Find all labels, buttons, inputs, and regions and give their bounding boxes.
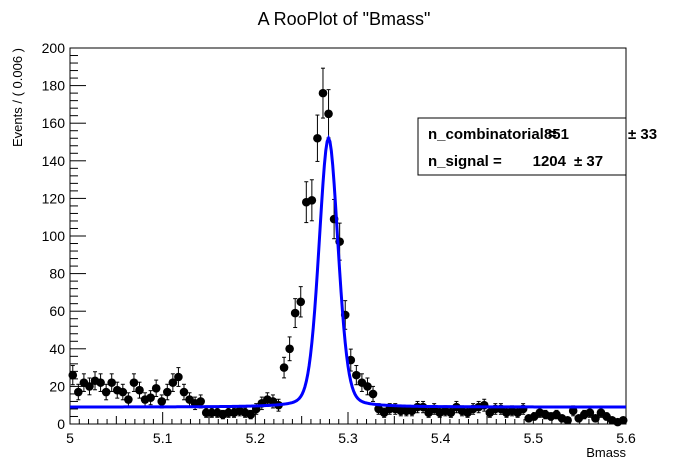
- data-point: [324, 109, 333, 119]
- data-point: [124, 395, 133, 404]
- x-tick-label: 5.3: [338, 430, 358, 446]
- data-point: [352, 370, 361, 380]
- data-point: [585, 408, 595, 418]
- legend-value-signal: 1204: [533, 153, 567, 170]
- data-point: [85, 382, 94, 391]
- legend-label-combinatorial: n_combinatorial =: [428, 126, 557, 143]
- data-point: [179, 387, 189, 397]
- y-tick-label: 180: [42, 78, 66, 94]
- y-tick-label: 40: [49, 341, 65, 357]
- y-tick-label: 60: [49, 303, 65, 319]
- y-tick-label: 20: [49, 378, 65, 394]
- data-point: [163, 387, 172, 397]
- data-point: [568, 406, 578, 416]
- y-tick-label: 80: [49, 266, 65, 282]
- data-point: [107, 378, 116, 387]
- data-point: [279, 363, 289, 372]
- data-point: [174, 372, 183, 382]
- data-point: [368, 389, 378, 399]
- data-point: [318, 88, 328, 98]
- data-point: [168, 378, 178, 387]
- legend-frame: [417, 117, 627, 176]
- x-tick-label: 5.6: [616, 430, 636, 446]
- legend-error-combinatorial: ± 33: [628, 126, 657, 143]
- data-point: [74, 387, 83, 397]
- data-point: [118, 387, 128, 397]
- data-points-series: [68, 67, 628, 427]
- data-point: [68, 370, 78, 380]
- y-axis-label: Events / ( 0.006 ): [10, 48, 25, 147]
- y-tick-label: 100: [42, 228, 66, 244]
- x-tick-label: 5.5: [524, 430, 544, 446]
- y-tick-label: 200: [42, 40, 66, 56]
- data-point: [129, 378, 139, 387]
- fit-curve-line: [70, 134, 626, 409]
- data-point: [307, 195, 317, 205]
- data-point: [591, 414, 600, 423]
- chart-title: A RooPlot of "Bmass": [258, 9, 431, 29]
- x-tick-label: 5.4: [431, 430, 451, 446]
- data-point: [101, 387, 111, 397]
- data-point: [135, 385, 144, 395]
- legend-label-signal: n_signal =: [428, 153, 502, 170]
- y-tick-label: 120: [42, 190, 66, 206]
- data-point: [290, 308, 300, 318]
- y-axis: 0 20 40 60 80 100 120 140 160 180 200: [42, 40, 86, 432]
- data-point: [285, 344, 294, 354]
- x-axis-label: Bmass: [586, 445, 626, 460]
- x-tick-label: 5.2: [246, 430, 266, 446]
- legend-error-signal: ± 37: [574, 153, 603, 170]
- legend-value-combinatorial: 851: [544, 126, 569, 143]
- data-point: [146, 393, 155, 402]
- data-point: [618, 415, 628, 425]
- data-point: [363, 382, 372, 391]
- data-point: [246, 410, 255, 419]
- data-point: [96, 378, 105, 387]
- data-point: [157, 397, 167, 406]
- x-tick-label: 5: [66, 430, 74, 446]
- data-point: [313, 133, 322, 143]
- data-point: [196, 397, 205, 406]
- x-tick-label: 5.1: [153, 430, 173, 446]
- y-tick-label: 160: [42, 115, 66, 131]
- data-point: [296, 297, 306, 307]
- data-point: [563, 415, 572, 425]
- data-point: [446, 408, 456, 418]
- data-point: [151, 383, 161, 393]
- y-tick-label: 140: [42, 153, 66, 169]
- x-axis: 5 5.1 5.2 5.3 5.4 5.5 5.6: [66, 412, 636, 446]
- legend-box: n_combinatorial = 851 ± 33 n_signal = 12…: [417, 117, 657, 176]
- y-tick-label: 0: [57, 416, 65, 432]
